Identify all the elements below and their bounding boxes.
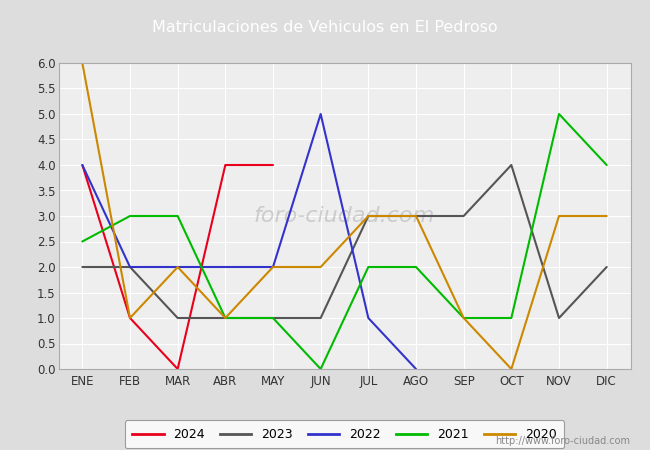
- 2023: [460, 213, 467, 219]
- Text: Matriculaciones de Vehiculos en El Pedroso: Matriculaciones de Vehiculos en El Pedro…: [152, 19, 498, 35]
- 2021: [79, 239, 86, 244]
- 2023: [79, 264, 86, 270]
- 2021: [365, 264, 372, 270]
- 2020: [412, 213, 420, 219]
- 2024: [269, 162, 277, 168]
- 2023: [412, 213, 420, 219]
- Line: 2021: 2021: [83, 114, 606, 369]
- 2022: [126, 264, 134, 270]
- 2021: [174, 213, 181, 219]
- 2022: [365, 315, 372, 321]
- 2022: [412, 366, 420, 372]
- 2021: [603, 162, 610, 168]
- 2024: [174, 366, 181, 372]
- 2020: [460, 315, 467, 321]
- 2020: [79, 60, 86, 66]
- 2022: [79, 162, 86, 168]
- Line: 2023: 2023: [83, 165, 606, 318]
- 2024: [222, 162, 229, 168]
- 2024: [126, 315, 134, 321]
- 2021: [126, 213, 134, 219]
- Text: http://www.foro-ciudad.com: http://www.foro-ciudad.com: [495, 436, 630, 446]
- Line: 2024: 2024: [83, 165, 273, 369]
- 2023: [317, 315, 324, 321]
- 2020: [174, 264, 181, 270]
- 2023: [603, 264, 610, 270]
- Text: foro-ciudad.com: foro-ciudad.com: [254, 206, 435, 226]
- 2020: [222, 315, 229, 321]
- 2021: [508, 315, 515, 321]
- Legend: 2024, 2023, 2022, 2021, 2020: 2024, 2023, 2022, 2021, 2020: [125, 420, 564, 449]
- 2022: [174, 264, 181, 270]
- 2020: [269, 264, 277, 270]
- 2020: [365, 213, 372, 219]
- 2020: [508, 366, 515, 372]
- 2023: [508, 162, 515, 168]
- 2023: [222, 315, 229, 321]
- 2023: [174, 315, 181, 321]
- 2021: [317, 366, 324, 372]
- 2020: [603, 213, 610, 219]
- 2020: [126, 315, 134, 321]
- 2023: [126, 264, 134, 270]
- 2021: [269, 315, 277, 321]
- Line: 2022: 2022: [83, 114, 416, 369]
- 2023: [365, 213, 372, 219]
- 2023: [269, 315, 277, 321]
- Line: 2020: 2020: [83, 63, 606, 369]
- 2023: [555, 315, 563, 321]
- 2021: [555, 111, 563, 117]
- 2021: [412, 264, 420, 270]
- 2021: [460, 315, 467, 321]
- 2022: [269, 264, 277, 270]
- 2022: [317, 111, 324, 117]
- 2020: [555, 213, 563, 219]
- 2021: [222, 315, 229, 321]
- 2022: [222, 264, 229, 270]
- 2024: [79, 162, 86, 168]
- 2020: [317, 264, 324, 270]
